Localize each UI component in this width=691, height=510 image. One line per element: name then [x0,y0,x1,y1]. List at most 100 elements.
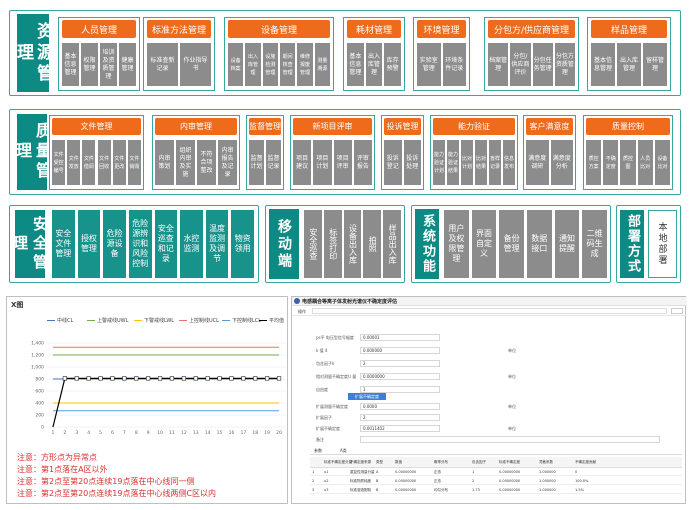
resource-item[interactable]: 实验室管理 [417,43,441,86]
resource-item[interactable]: 留样管理 [643,43,667,86]
quality-group-title[interactable]: 内审管理 [155,118,237,135]
safety-item[interactable]: 危险源辨识和风险控制 [128,210,152,278]
mobile-item[interactable]: 拍照 [363,210,382,278]
resource-item[interactable]: 期间核查管理 [280,43,296,86]
resource-group-title[interactable]: 设备管理 [228,20,330,38]
menu-operate[interactable]: 操作 [298,309,306,314]
quality-item[interactable]: 内审报告及记录 [218,140,237,185]
quality-item[interactable]: 满意度分析 [550,140,573,185]
resource-group-title[interactable]: 标准方法管理 [147,20,211,38]
quality-item[interactable]: 比对计划 [461,140,473,185]
system-item[interactable]: 界面自定义 [471,210,497,278]
quality-item[interactable]: 项目评审 [333,140,352,185]
quality-item[interactable]: 能力验证结果 [447,140,459,185]
resource-item[interactable]: 出入库管理 [245,43,261,86]
quality-item[interactable]: 评审报告 [353,140,372,185]
quality-group-title[interactable]: 质量控制 [586,118,670,135]
mobile-item[interactable]: 标签打印 [323,210,342,278]
resource-group-title[interactable]: 人员管理 [62,20,136,38]
resource-item[interactable]: 测量溯源 [314,43,330,86]
resource-item[interactable]: 基本信息管理 [591,43,615,86]
quality-item[interactable]: 比对结果 [475,140,487,185]
resource-item[interactable]: 维修报废管理 [297,43,313,86]
menu-input[interactable] [312,308,667,314]
form-field-input[interactable]: 0.0000000 [360,373,440,380]
table-row[interactable] [310,468,682,476]
mobile-item[interactable]: 安全巡查 [304,210,322,278]
quality-group-title[interactable]: 文件管理 [52,118,141,135]
quality-item[interactable]: 文件销毁 [127,140,141,185]
resource-item[interactable]: 库存预警 [384,43,401,86]
quality-item[interactable]: 组织内审及实施 [176,140,195,185]
safety-item[interactable]: 温度监测及调节 [205,210,229,278]
quality-item[interactable]: 不确定度 [603,140,619,185]
resource-item[interactable]: 基本信息管理 [347,43,364,86]
quality-group-title[interactable]: 能力验证 [433,118,515,135]
resource-group-title[interactable]: 样品管理 [591,20,667,38]
resource-item[interactable]: 培训及资质管理 [100,43,117,86]
resource-item[interactable]: 作业指导书 [180,43,211,86]
menu-button[interactable] [671,308,683,314]
quality-item[interactable]: 文件发放 [67,140,81,185]
safety-item[interactable]: 安全文件管理 [52,210,75,278]
resource-item[interactable]: 设备档案 [228,43,244,86]
resource-group-title[interactable]: 环境管理 [417,20,466,38]
quality-item[interactable]: 人员比对 [637,140,653,185]
quality-item[interactable]: 信息发布 [503,140,515,185]
system-item[interactable]: 二维码生成 [582,210,607,278]
quality-item[interactable]: 监督计划 [249,140,264,185]
mobile-item[interactable]: 设备出入库 [343,210,362,278]
expand-uncertainty-button[interactable]: 扩展不确定度 [348,393,386,400]
resource-item[interactable]: 基本信息管理 [62,43,79,86]
tab-a-type[interactable]: A类 [340,448,347,453]
form-field-input[interactable]: 0.0000 [360,403,440,410]
quality-group-title[interactable]: 新项目评审 [293,118,372,135]
safety-item[interactable]: 安全巡查和记录 [154,210,178,278]
quality-item[interactable]: 能力验证计划 [433,140,445,185]
quality-group-title[interactable]: 客户满意度 [526,118,573,135]
table-row[interactable] [310,477,682,485]
quality-group-title[interactable]: 投诉管理 [384,118,421,135]
resource-item[interactable]: 出入库管理 [617,43,641,86]
resource-item[interactable]: 分包/供应商评价 [510,43,531,86]
tab-params[interactable]: 参数 [314,448,322,453]
resource-item[interactable]: 档案管理 [488,43,509,86]
safety-item[interactable]: 危险源设备 [103,210,126,278]
quality-item[interactable]: 投诉处理 [403,140,421,185]
safety-item[interactable]: 授权管理 [77,210,101,278]
quality-item[interactable]: 不符合项整改 [197,140,216,185]
safety-item[interactable]: 水控监测 [180,210,203,278]
quality-item[interactable]: 文件回收 [97,140,111,185]
form-field-input[interactable] [360,436,660,443]
resource-item[interactable]: 分包方资质管理 [554,43,575,86]
quality-item[interactable]: 文件更改 [112,140,126,185]
resource-group-title[interactable]: 耗材管理 [347,20,401,38]
mobile-item[interactable]: 样品出入库 [383,210,401,278]
system-item[interactable]: 用户及权限管理 [444,210,469,278]
system-item[interactable]: 数据接口 [527,210,552,278]
resource-item[interactable]: 权限管理 [81,43,98,86]
resource-item[interactable]: 标准查新记录 [147,43,178,86]
form-field-input[interactable]: 1 [360,386,440,393]
form-field-input[interactable]: 0.0011402 [360,425,440,432]
form-field-input[interactable]: 0.00001 [360,334,440,341]
quality-group-title[interactable]: 监督管理 [249,118,281,135]
quality-item[interactable]: 文件受控编号 [52,140,66,185]
quality-item[interactable]: 满意度调研 [526,140,549,185]
table-row[interactable] [310,486,682,494]
quality-item[interactable]: 项目建议 [293,140,312,185]
form-field-input[interactable]: 0.000000 [360,347,440,354]
form-field-input[interactable]: 2 [360,414,440,421]
quality-item[interactable]: 质控图 [620,140,636,185]
resource-item[interactable]: 设施检测管理 [262,43,278,86]
system-item[interactable]: 备份管理 [499,210,524,278]
quality-item[interactable]: 监督记录 [266,140,281,185]
resource-item[interactable]: 分包任务管理 [532,43,553,86]
quality-item[interactable]: 投诉登记 [384,140,402,185]
quality-item[interactable]: 设备比对 [654,140,670,185]
safety-item[interactable]: 物资领用 [231,210,254,278]
quality-item[interactable]: 内审策划 [155,140,174,185]
quality-item[interactable]: 文件借阅 [82,140,96,185]
form-field-input[interactable]: 2 [360,360,440,367]
resource-item[interactable]: 健康管理 [119,43,136,86]
